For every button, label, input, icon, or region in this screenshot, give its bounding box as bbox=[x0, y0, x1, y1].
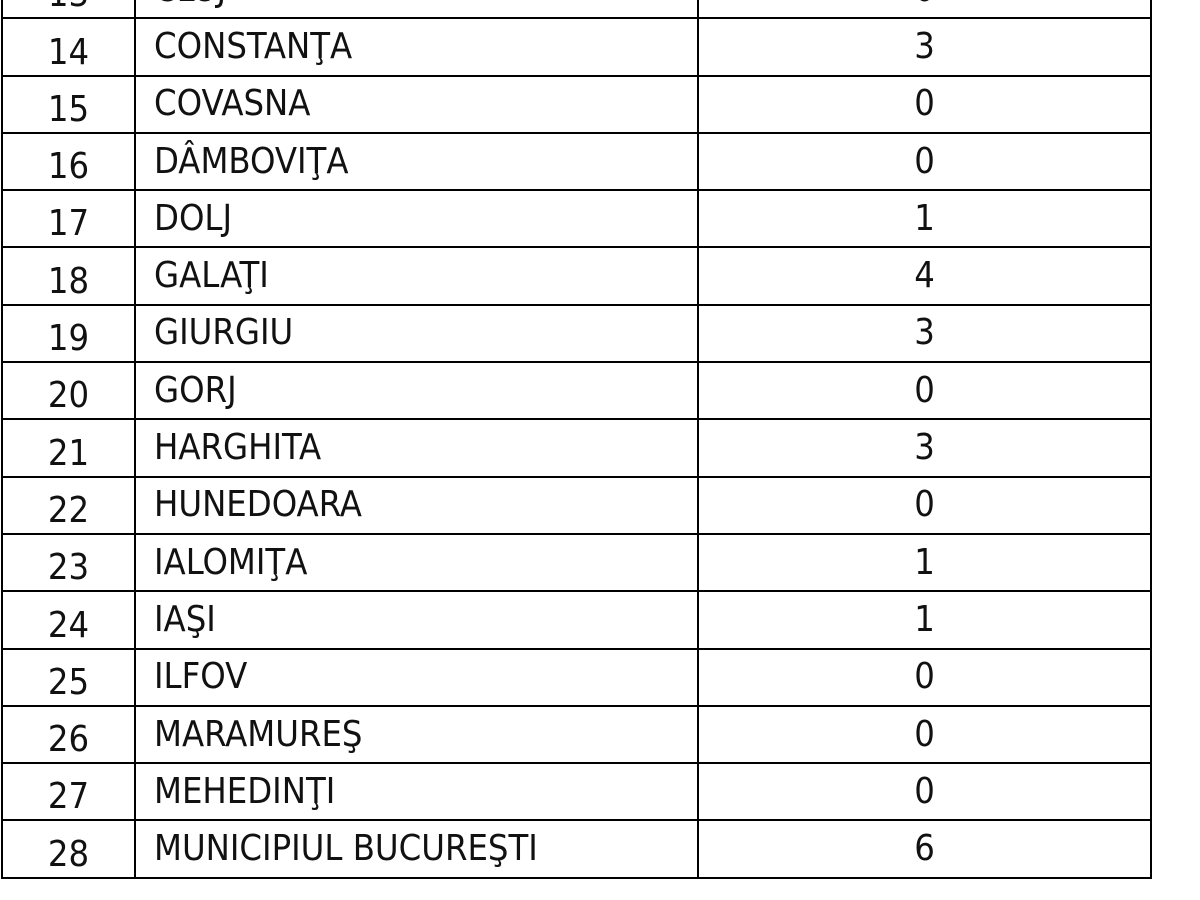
table-row: 28 MUNICIPIUL BUCUREŞTI 6 bbox=[1, 819, 1152, 879]
county-name-cell: ILFOV bbox=[134, 647, 699, 707]
county-table: 13CLUJ014CONSTANŢA315COVASNA016DÂMBOVIŢA… bbox=[1, 0, 1152, 879]
table-row: 21 HARGHITA 3 bbox=[1, 418, 1152, 478]
county-name-cell: HUNEDOARA bbox=[134, 475, 699, 535]
row-number-cell: 22 bbox=[1, 475, 136, 535]
county-name-cell: IAŞI bbox=[134, 590, 699, 650]
county-name-cell: MUNICIPIUL BUCUREŞTI bbox=[134, 819, 699, 879]
value-cell: 1 bbox=[697, 189, 1152, 249]
county-name-cell: MEHEDINŢI bbox=[134, 762, 699, 822]
table-row: 23 IALOMIŢA 1 bbox=[1, 532, 1152, 593]
row-number-cell: 27 bbox=[1, 762, 136, 822]
row-number-cell: 26 bbox=[1, 704, 136, 765]
value-cell: 1 bbox=[697, 590, 1152, 650]
table-row: 27 MEHEDINŢI 0 bbox=[1, 762, 1152, 822]
row-number-cell: 19 bbox=[1, 303, 136, 364]
table-row: 20 GORJ 0 bbox=[1, 361, 1152, 421]
table-row: 13CLUJ0 bbox=[1, 0, 1152, 20]
value-cell: 0 bbox=[697, 647, 1152, 707]
table-row: 22 HUNEDOARA 0 bbox=[1, 475, 1152, 535]
value-cell: 0 bbox=[697, 0, 1152, 20]
row-number-cell: 15 bbox=[1, 74, 136, 134]
row-number-cell: 25 bbox=[1, 647, 136, 707]
county-name-cell: MARAMUREŞ bbox=[134, 704, 699, 765]
table-row: 26 MARAMUREŞ 0 bbox=[1, 704, 1152, 765]
table-row: 24 IAŞI 1 bbox=[1, 590, 1152, 650]
value-cell: 0 bbox=[697, 475, 1152, 535]
row-number-cell: 28 bbox=[1, 819, 136, 879]
table-row: 14 CONSTANŢA 3 bbox=[1, 17, 1152, 77]
row-number-cell: 13 bbox=[1, 0, 136, 20]
value-cell: 1 bbox=[697, 532, 1152, 593]
table-row: 15 COVASNA 0 bbox=[1, 74, 1152, 134]
value-cell: 3 bbox=[697, 418, 1152, 478]
row-number-cell: 24 bbox=[1, 590, 136, 650]
county-name-cell: HARGHITA bbox=[134, 418, 699, 478]
row-number-cell: 14 bbox=[1, 17, 136, 77]
table-row: 16 DÂMBOVIŢA 0 bbox=[1, 131, 1152, 192]
county-name-cell: GORJ bbox=[134, 361, 699, 421]
row-number-cell: 17 bbox=[1, 189, 136, 249]
table-row: 19 GIURGIU 3 bbox=[1, 303, 1152, 364]
county-name-cell: CONSTANŢA bbox=[134, 17, 699, 77]
county-name-cell: DOLJ bbox=[134, 189, 699, 249]
row-number-cell: 21 bbox=[1, 418, 136, 478]
value-cell: 4 bbox=[697, 246, 1152, 306]
value-cell: 0 bbox=[697, 74, 1152, 134]
row-number-cell: 23 bbox=[1, 532, 136, 593]
table-row: 17 DOLJ 1 bbox=[1, 189, 1152, 249]
row-number-cell: 18 bbox=[1, 246, 136, 306]
value-cell: 0 bbox=[697, 704, 1152, 765]
value-cell: 3 bbox=[697, 303, 1152, 364]
county-name-cell: DÂMBOVIŢA bbox=[134, 131, 699, 192]
county-name-cell: IALOMIŢA bbox=[134, 532, 699, 593]
county-name-cell: GIURGIU bbox=[134, 303, 699, 364]
value-cell: 0 bbox=[697, 762, 1152, 822]
value-cell: 3 bbox=[697, 17, 1152, 77]
county-name-cell: COVASNA bbox=[134, 74, 699, 134]
row-number-cell: 16 bbox=[1, 131, 136, 192]
county-name-cell: CLUJ bbox=[134, 0, 699, 20]
value-cell: 0 bbox=[697, 131, 1152, 192]
county-name-cell: GALAŢI bbox=[134, 246, 699, 306]
row-number-cell: 20 bbox=[1, 361, 136, 421]
table-row: 25 ILFOV 0 bbox=[1, 647, 1152, 707]
table-row: 18 GALAŢI 4 bbox=[1, 246, 1152, 306]
value-cell: 0 bbox=[697, 361, 1152, 421]
value-cell: 6 bbox=[697, 819, 1152, 879]
